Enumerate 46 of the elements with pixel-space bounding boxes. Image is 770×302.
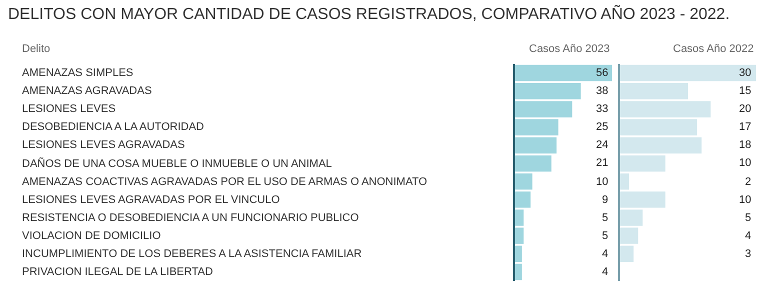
y-tick-label: VIOLACION DE DOMICILIO — [22, 230, 162, 242]
bar — [620, 64, 756, 82]
y-tick-label: INCUMPLIMIENTO DE LOS DEBERES A LA ASISTENCIA FAMILIAR — [22, 248, 362, 260]
data-label: 33 — [596, 103, 608, 115]
data-label: 17 — [739, 121, 752, 133]
data-label: 2 — [745, 176, 752, 188]
data-label: 56 — [596, 67, 608, 79]
y-tick-label: RESISTENCIA O DESOBEDIENCIA A UN FUNCIONARIO PUBLICO — [22, 212, 360, 224]
data-label: 5 — [602, 230, 608, 242]
y-tick-label: AMENAZAS SIMPLES — [22, 67, 134, 79]
data-label: 5 — [745, 212, 752, 224]
data-label: 21 — [596, 157, 608, 169]
bar — [620, 173, 630, 190]
data-label: 20 — [739, 103, 752, 115]
data-label: 10 — [739, 157, 752, 169]
y-tick-label: DAÑOS DE UNA COSA MUEBLE O INMUEBLE O UN ANIMAL — [22, 157, 332, 170]
text: DELITOS CON MAYOR CANTIDAD DE CASOS REGISTRADOS, COMPARATIVO AÑO 2023 - 2022. — [8, 4, 730, 24]
data-label: 9 — [602, 194, 608, 206]
y-tick-label: DESOBEDIENCIA A LA AUTORIDAD — [22, 121, 204, 133]
y-tick-label: LESIONES LEVES — [22, 103, 116, 115]
bar — [515, 64, 612, 82]
data-label: 4 — [745, 230, 752, 242]
y-tick-label: AMENAZAS COACTIVAS AGRAVADAS POR EL USO DE ARMAS O ANONIMATO — [22, 176, 428, 188]
bar — [515, 173, 532, 190]
data-label: 4 — [602, 248, 608, 260]
data-label: 3 — [745, 248, 752, 260]
data-label: 30 — [739, 67, 752, 79]
data-label: 24 — [596, 139, 608, 151]
data-label: 10 — [739, 194, 752, 206]
data-label: 38 — [596, 85, 608, 97]
y-tick-label: LESIONES LEVES AGRAVADAS — [22, 139, 185, 151]
series-label: Casos Año 2023 — [529, 43, 610, 55]
bar — [620, 155, 666, 172]
y-axis-title: Delito — [22, 43, 50, 55]
series-label: Casos Año 2022 — [673, 43, 754, 55]
data-label: 4 — [602, 266, 608, 278]
data-label: 10 — [596, 176, 608, 188]
data-label: 18 — [739, 139, 752, 151]
bar — [515, 155, 552, 172]
data-label: 5 — [602, 212, 608, 224]
bar — [515, 264, 522, 280]
y-tick-label: PRIVACION ILEGAL DE LA LIBERTAD — [22, 266, 213, 278]
data-label: 25 — [596, 121, 608, 133]
y-tick-label: LESIONES LEVES AGRAVADAS POR EL VINCULO — [22, 194, 280, 206]
data-label: 15 — [739, 85, 752, 97]
y-tick-label: AMENAZAS AGRAVADAS — [22, 85, 152, 97]
